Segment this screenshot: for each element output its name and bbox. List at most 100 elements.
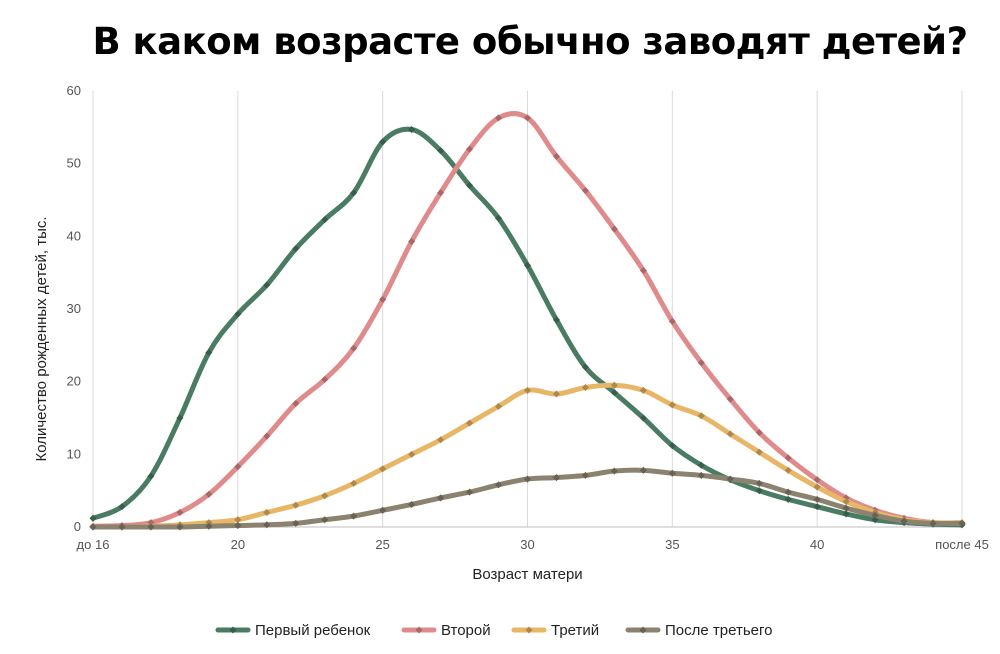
legend-item-second-child: Второй <box>401 622 491 639</box>
data-point <box>755 487 763 495</box>
x-axis-ticks: до 16 20 25 30 35 40 после 45 <box>77 537 989 552</box>
data-point <box>668 469 676 477</box>
legend-label: Третий <box>551 622 599 639</box>
data-point <box>205 490 213 498</box>
data-point <box>697 412 705 420</box>
x-tick-label: 40 <box>810 537 824 552</box>
legend-marker <box>525 626 533 634</box>
data-point <box>379 296 387 304</box>
data-point <box>610 225 618 233</box>
x-axis-label: Возраст матери <box>472 566 582 583</box>
data-point <box>494 214 503 222</box>
data-point <box>726 430 734 438</box>
data-point <box>205 522 213 530</box>
data-point <box>350 512 358 520</box>
data-point <box>639 386 647 394</box>
y-tick-label: 10 <box>67 446 81 461</box>
x-tick-label: 30 <box>520 537 534 552</box>
data-point <box>494 402 503 410</box>
chart-grid <box>92 91 963 528</box>
data-point <box>697 359 705 367</box>
data-point <box>639 266 647 275</box>
data-point <box>321 492 329 500</box>
data-point <box>466 181 474 190</box>
data-point <box>350 479 358 487</box>
data-point <box>900 517 908 525</box>
data-point <box>813 483 821 491</box>
data-point <box>755 448 763 456</box>
data-point <box>639 466 647 474</box>
data-point <box>292 501 300 509</box>
y-axis-label: Количество рожденных детей, тыс. <box>33 216 50 461</box>
data-point <box>408 450 416 458</box>
data-point <box>466 419 474 427</box>
data-point <box>147 523 155 531</box>
series-after-third <box>89 466 966 531</box>
data-point <box>813 495 821 503</box>
series-first-child <box>89 125 966 529</box>
data-point <box>205 349 213 357</box>
data-point <box>784 495 792 503</box>
legend-label: После третьего <box>665 622 772 639</box>
data-point <box>668 442 676 450</box>
data-point <box>350 344 358 352</box>
data-point <box>118 503 126 511</box>
data-point <box>726 395 734 403</box>
data-point <box>784 466 792 474</box>
x-tick-label: 25 <box>375 537 389 552</box>
data-point <box>176 414 184 422</box>
x-tick-label: 35 <box>665 537 679 552</box>
data-point <box>408 500 416 509</box>
data-point <box>408 237 416 245</box>
data-point <box>321 375 329 384</box>
data-point <box>234 522 242 530</box>
y-tick-label: 20 <box>67 374 81 389</box>
data-point <box>466 488 474 496</box>
data-point <box>234 310 242 318</box>
y-tick-label: 40 <box>67 228 81 243</box>
data-point <box>552 390 561 398</box>
data-point <box>321 216 329 224</box>
x-tick-label: до 16 <box>77 537 110 552</box>
data-point <box>437 147 445 155</box>
data-point <box>755 479 763 487</box>
series-second-child <box>89 111 966 530</box>
y-tick-label: 60 <box>67 83 81 98</box>
data-point <box>929 519 937 527</box>
data-point <box>610 381 618 389</box>
chart-series <box>89 111 966 531</box>
legend-label: Второй <box>441 622 491 639</box>
data-point <box>784 488 792 496</box>
data-point <box>234 463 242 471</box>
legend-marker <box>229 626 237 634</box>
page-title: В каком возрасте обычно заводят детей? <box>92 20 968 63</box>
data-point <box>379 465 387 473</box>
data-point <box>639 414 647 422</box>
y-tick-label: 50 <box>67 156 81 171</box>
data-point <box>379 138 387 146</box>
legend-marker <box>415 626 423 634</box>
data-point <box>263 432 271 440</box>
data-point <box>871 511 879 519</box>
data-point <box>552 152 561 160</box>
data-point <box>523 475 532 483</box>
data-point <box>263 281 271 289</box>
legend-item-after-third: После третьего <box>625 622 772 639</box>
data-point <box>466 145 474 153</box>
data-point <box>668 401 676 409</box>
data-point <box>89 514 97 522</box>
data-point <box>292 245 300 253</box>
x-tick-label: 20 <box>231 537 245 552</box>
y-tick-label: 0 <box>74 519 81 534</box>
data-point <box>581 363 589 371</box>
data-point <box>958 519 966 527</box>
data-point <box>552 316 561 324</box>
legend-marker <box>639 626 647 634</box>
data-point <box>89 523 97 531</box>
data-point <box>813 503 821 511</box>
data-point <box>581 383 589 392</box>
data-point <box>494 481 503 489</box>
legend-item-first-child: Первый ребенок <box>215 622 371 639</box>
data-point <box>176 523 184 531</box>
